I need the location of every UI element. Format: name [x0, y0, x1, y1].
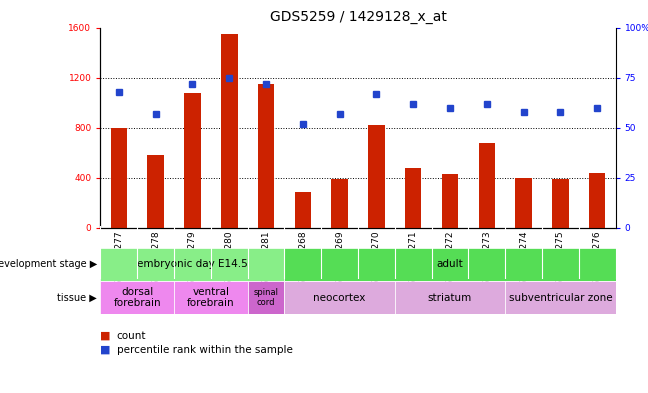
Bar [248, 281, 284, 314]
Text: ventral
forebrain: ventral forebrain [187, 287, 235, 309]
Bar [478, 143, 495, 228]
Title: GDS5259 / 1429128_x_at: GDS5259 / 1429128_x_at [270, 10, 446, 24]
Bar [147, 155, 164, 228]
Text: percentile rank within the sample: percentile rank within the sample [117, 345, 292, 355]
Bar [405, 168, 421, 228]
Bar [284, 248, 616, 281]
Text: embryonic day E14.5: embryonic day E14.5 [137, 259, 248, 269]
Text: count: count [117, 331, 146, 341]
Text: neocortex: neocortex [314, 293, 366, 303]
Bar [174, 281, 248, 314]
Text: development stage ▶: development stage ▶ [0, 259, 97, 269]
Bar [295, 192, 311, 228]
Bar [100, 248, 284, 281]
Text: ■: ■ [100, 331, 111, 341]
Text: spinal
cord: spinal cord [253, 288, 279, 307]
Bar [258, 84, 274, 228]
Text: dorsal
forebrain: dorsal forebrain [113, 287, 161, 309]
Text: subventricular zone: subventricular zone [509, 293, 612, 303]
Bar [395, 281, 505, 314]
Bar [284, 281, 395, 314]
Bar [368, 125, 385, 228]
Bar [515, 178, 532, 228]
Bar [221, 34, 238, 228]
Bar [331, 179, 348, 228]
Text: striatum: striatum [428, 293, 472, 303]
Text: tissue ▶: tissue ▶ [58, 293, 97, 303]
Bar [111, 128, 127, 228]
Bar [100, 281, 174, 314]
Bar [552, 179, 569, 228]
Text: ■: ■ [100, 345, 111, 355]
Bar [505, 281, 616, 314]
Bar [184, 93, 201, 228]
Bar [589, 173, 605, 228]
Bar [442, 174, 458, 228]
Text: adult: adult [437, 259, 463, 269]
